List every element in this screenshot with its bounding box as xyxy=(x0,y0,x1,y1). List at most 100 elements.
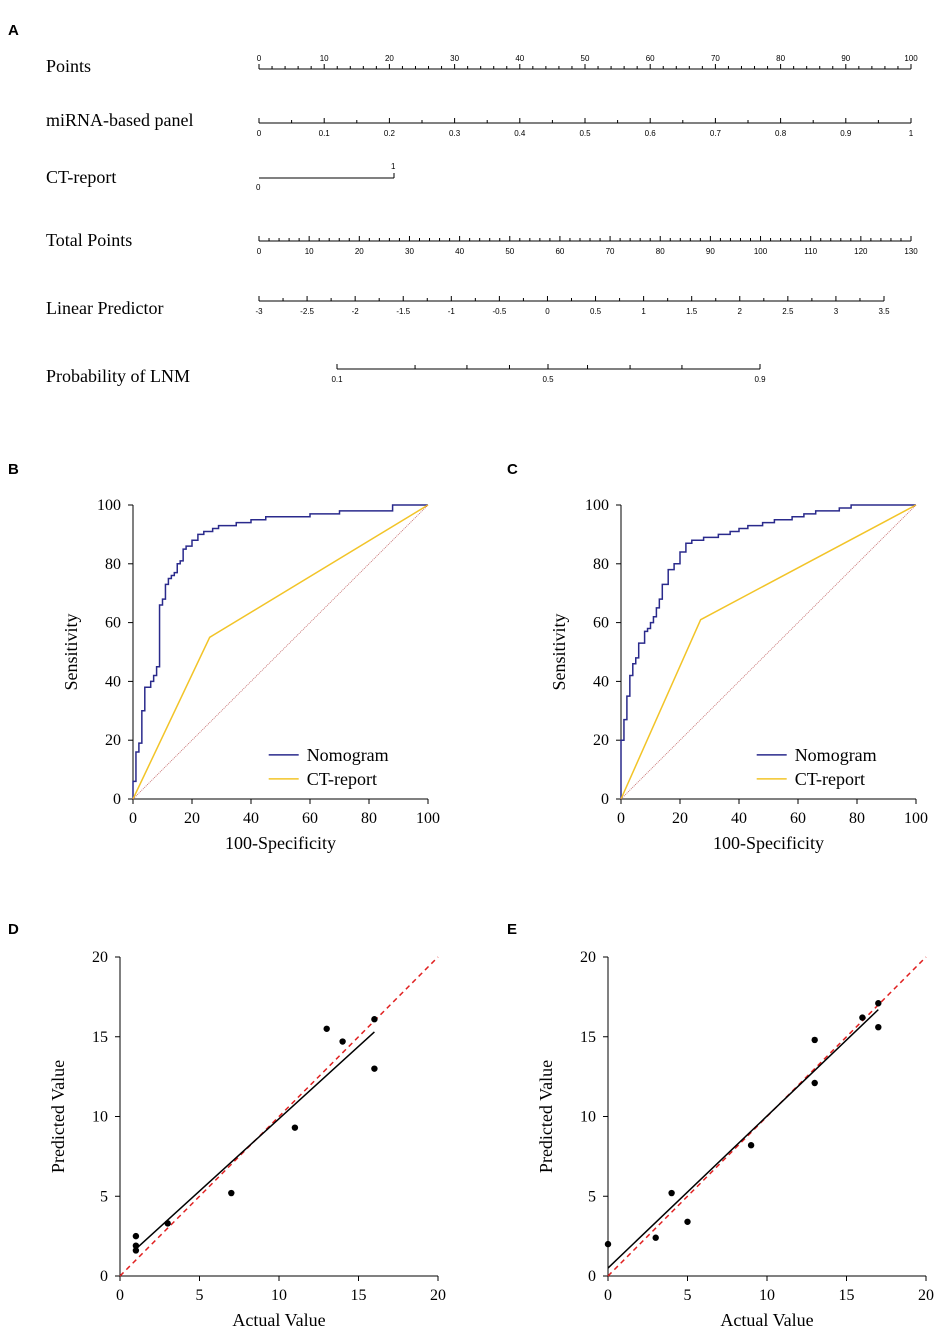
panel-letter-a: A xyxy=(8,22,19,39)
y-tick-label: 20 xyxy=(593,732,609,749)
data-point xyxy=(652,1234,659,1241)
y-tick-label: 60 xyxy=(105,615,121,632)
y-tick-label: 20 xyxy=(105,732,121,749)
nomogram-scale-label: Points xyxy=(46,56,91,76)
nomogram-tick-label: 0.1 xyxy=(331,375,343,384)
x-tick-label: 80 xyxy=(361,810,377,827)
nomogram-tick-label: 20 xyxy=(385,54,394,63)
x-tick-label: 60 xyxy=(790,810,806,827)
nomogram-tick-label: 40 xyxy=(455,247,464,256)
roc-panel-c: 0 20 40 60 80 100 0 20 40 60 80 100 100-Specificity S… xyxy=(549,497,928,853)
nomogram-tick-label: 90 xyxy=(706,247,715,256)
x-tick-label: 100 xyxy=(904,810,928,827)
y-tick-label: 10 xyxy=(92,1109,108,1126)
nomogram-tick-label: -2 xyxy=(352,307,360,316)
nomogram-tick-label: 0.1 xyxy=(319,129,331,138)
reference-diagonal xyxy=(620,504,917,800)
fit-line xyxy=(607,1009,879,1269)
x-axis-label: 100-Specificity xyxy=(713,833,824,853)
data-point xyxy=(811,1036,818,1044)
calibration-panel-d: 0 5 10 15 20 0 5 10 15 20 Actual Value Predicted Va… xyxy=(48,949,446,1330)
nomogram-tick-label: 10 xyxy=(305,247,314,256)
y-tick-label: 80 xyxy=(593,556,609,573)
data-point xyxy=(371,1016,378,1023)
y-axis-label: Sensitivity xyxy=(61,613,81,690)
x-tick-label: 10 xyxy=(271,1287,287,1304)
x-tick-label: 20 xyxy=(672,810,688,827)
nomogram-panel: Points 0 10 20 30 40 50 60 70 80 90 100miRNA-based … xyxy=(46,54,918,386)
nomogram-tick-label: -3 xyxy=(255,307,263,316)
y-tick-label: 80 xyxy=(105,556,121,573)
nomogram-tick-label: 0.5 xyxy=(590,307,602,316)
x-tick-label: 15 xyxy=(839,1287,855,1304)
reference-diagonal xyxy=(132,504,429,800)
nomogram-tick-label: 0.3 xyxy=(449,129,461,138)
nomogram-tick-label: 70 xyxy=(711,54,720,63)
ct-report-roc-curve xyxy=(132,504,429,800)
y-tick-label: 5 xyxy=(588,1188,596,1205)
legend-entry: Nomogram xyxy=(307,745,389,765)
y-tick-label: 100 xyxy=(97,497,121,514)
data-point xyxy=(747,1142,755,1149)
nomogram-tick-label: 50 xyxy=(505,247,514,256)
y-tick-label: 15 xyxy=(580,1029,596,1046)
nomogram-tick-label: 0.2 xyxy=(384,129,396,138)
nomogram-tick-label: 0 xyxy=(257,129,262,138)
data-point xyxy=(291,1124,299,1131)
x-tick-label: 0 xyxy=(129,810,137,827)
nomogram-tick-label: 0.5 xyxy=(542,375,554,384)
nomogram-tick-label: 1 xyxy=(641,307,646,316)
y-tick-label: 20 xyxy=(92,949,108,966)
identity-line xyxy=(119,956,439,1277)
data-point xyxy=(164,1220,171,1227)
nomogram-tick-label: 3 xyxy=(834,307,839,316)
data-point xyxy=(132,1247,140,1254)
x-tick-label: 40 xyxy=(731,810,747,827)
nomogram-tick-label: 3.5 xyxy=(878,307,890,316)
y-tick-label: 15 xyxy=(92,1029,108,1046)
nomogram-tick-label: 130 xyxy=(904,247,918,256)
nomogram-tick-label: 1.5 xyxy=(686,307,698,316)
nomogram-tick-label: 100 xyxy=(904,54,918,63)
nomogram-tick-label: -0.5 xyxy=(492,307,506,316)
data-point xyxy=(132,1232,140,1240)
nomogram-roc-curve xyxy=(620,504,916,799)
panel-letter-d: D xyxy=(8,921,19,938)
x-axis-label: Actual Value xyxy=(232,1310,325,1330)
nomogram-tick-label: 70 xyxy=(606,247,615,256)
nomogram-scale-label: Probability of LNM xyxy=(46,366,190,386)
panel-letter-e: E xyxy=(507,921,517,938)
nomogram-tick-label: 120 xyxy=(854,247,868,256)
nomogram-scale-label: Total Points xyxy=(46,230,132,250)
nomogram-tick-label: 60 xyxy=(646,54,655,63)
nomogram-tick-label: 100 xyxy=(754,247,768,256)
x-tick-label: 0 xyxy=(604,1287,612,1304)
nomogram-tick-label: 20 xyxy=(355,247,364,256)
x-tick-label: 10 xyxy=(759,1287,775,1304)
x-tick-label: 40 xyxy=(243,810,259,827)
x-tick-label: 5 xyxy=(684,1287,692,1304)
roc-panel-b: 0 20 40 60 80 100 0 20 40 60 80 100 100-Specificity S… xyxy=(61,497,440,853)
nomogram-tick-label: 0.9 xyxy=(754,375,766,384)
legend-entry: CT-report xyxy=(795,769,865,789)
nomogram-tick-label: 0.4 xyxy=(514,129,526,138)
data-point xyxy=(371,1065,378,1072)
x-axis-label: Actual Value xyxy=(720,1310,813,1330)
panel-letter-b: B xyxy=(8,461,19,478)
data-point xyxy=(339,1038,346,1045)
y-tick-label: 0 xyxy=(113,791,121,808)
data-point xyxy=(668,1189,675,1197)
nomogram-scale-label: Linear Predictor xyxy=(46,298,163,318)
y-tick-label: 100 xyxy=(585,497,609,514)
data-point xyxy=(875,1000,882,1007)
nomogram-tick-label: 0 xyxy=(545,307,550,316)
x-axis-label: 100-Specificity xyxy=(225,833,336,853)
nomogram-tick-label: 0 xyxy=(256,183,261,192)
x-tick-label: 60 xyxy=(302,810,318,827)
data-point xyxy=(684,1218,691,1225)
nomogram-tick-label: 0 xyxy=(257,247,262,256)
nomogram-tick-label: 0.6 xyxy=(645,129,657,138)
y-axis-label: Sensitivity xyxy=(549,613,569,690)
nomogram-tick-label: 50 xyxy=(581,54,590,63)
data-point xyxy=(604,1240,612,1248)
